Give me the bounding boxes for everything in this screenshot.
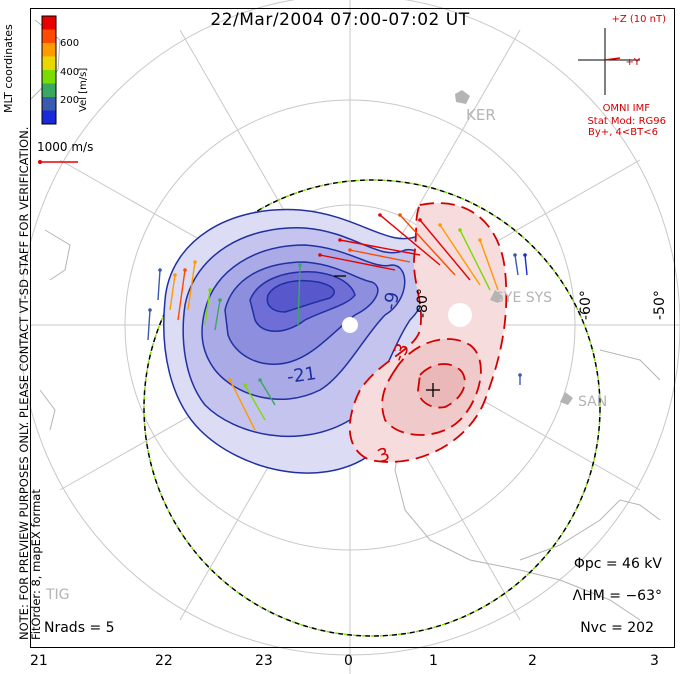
extremum-markers bbox=[334, 275, 440, 397]
station-label-san: SAN bbox=[578, 394, 608, 410]
radar-count: Nrads = 5 bbox=[44, 620, 115, 636]
mlt-tick: 22 bbox=[155, 653, 173, 669]
mlt-tick: 2 bbox=[528, 653, 537, 669]
imf-source: OMNI IMF bbox=[602, 103, 650, 114]
colorbar-segment bbox=[42, 70, 56, 84]
station-markers bbox=[455, 90, 573, 405]
vector-count: Nvc = 202 bbox=[580, 620, 654, 636]
plot-border bbox=[30, 8, 675, 648]
legend-tick: 600 bbox=[60, 38, 80, 49]
imf-z-label: +Z (10 nT) bbox=[611, 14, 666, 25]
lat-label-50: -50° bbox=[652, 290, 668, 320]
cross-polar-potential: Φpc = 46 kV bbox=[573, 556, 662, 572]
negative-cell bbox=[163, 208, 457, 474]
legend-tick: 400 bbox=[60, 67, 80, 78]
colorbar-segment bbox=[42, 16, 56, 30]
station-label-tig: TIG bbox=[46, 587, 70, 603]
colorbar-segment bbox=[42, 97, 56, 111]
plot-title: 22/Mar/2004 07:00-07:02 UT bbox=[210, 10, 470, 30]
mlt-tick: 23 bbox=[255, 653, 273, 669]
mlt-tick: 0 bbox=[344, 653, 353, 669]
heppner-maynard-boundary bbox=[143, 179, 601, 637]
imf-dial bbox=[578, 28, 640, 95]
mlt-tick: 21 bbox=[30, 653, 48, 669]
contour-label: -21 bbox=[285, 363, 318, 388]
legend-tick: 200 bbox=[60, 95, 80, 106]
colorbar-segment bbox=[42, 29, 56, 44]
mlt-tick: 1 bbox=[429, 653, 438, 669]
imf-model: Stat Mod: RG96 bbox=[587, 116, 666, 127]
vector-scale-label: 1000 m/s bbox=[37, 140, 94, 154]
preview-note: NOTE: FOR PREVIEW PURPOSES ONLY. PLEASE … bbox=[17, 126, 43, 640]
hm-latitude: ΛHM = −63° bbox=[572, 588, 662, 604]
imf-y-label: +Y bbox=[625, 57, 641, 68]
positive-cell bbox=[348, 202, 508, 463]
colorbar-segment bbox=[42, 110, 56, 125]
colorbar-segment bbox=[42, 83, 56, 98]
contour-label: -9 bbox=[380, 290, 404, 312]
colorbar-segment bbox=[42, 56, 56, 71]
coordinate-system-label: MLT coordinates bbox=[2, 24, 15, 113]
imf-condition: By+, 4<BT<6 bbox=[588, 127, 658, 138]
mlt-tick: 3 bbox=[650, 653, 659, 669]
lat-label-60: -60° bbox=[578, 290, 594, 320]
station-label-sye-sys: SYE SYS bbox=[495, 290, 553, 306]
station-label-ker: KER bbox=[466, 106, 496, 124]
legend-title: Vel [m/s] bbox=[78, 67, 89, 112]
colorbar-segment bbox=[42, 43, 56, 57]
velocity-vectors bbox=[147, 213, 528, 431]
lat-label-80: -80° bbox=[415, 288, 431, 318]
velocity-colorbar bbox=[42, 16, 56, 125]
